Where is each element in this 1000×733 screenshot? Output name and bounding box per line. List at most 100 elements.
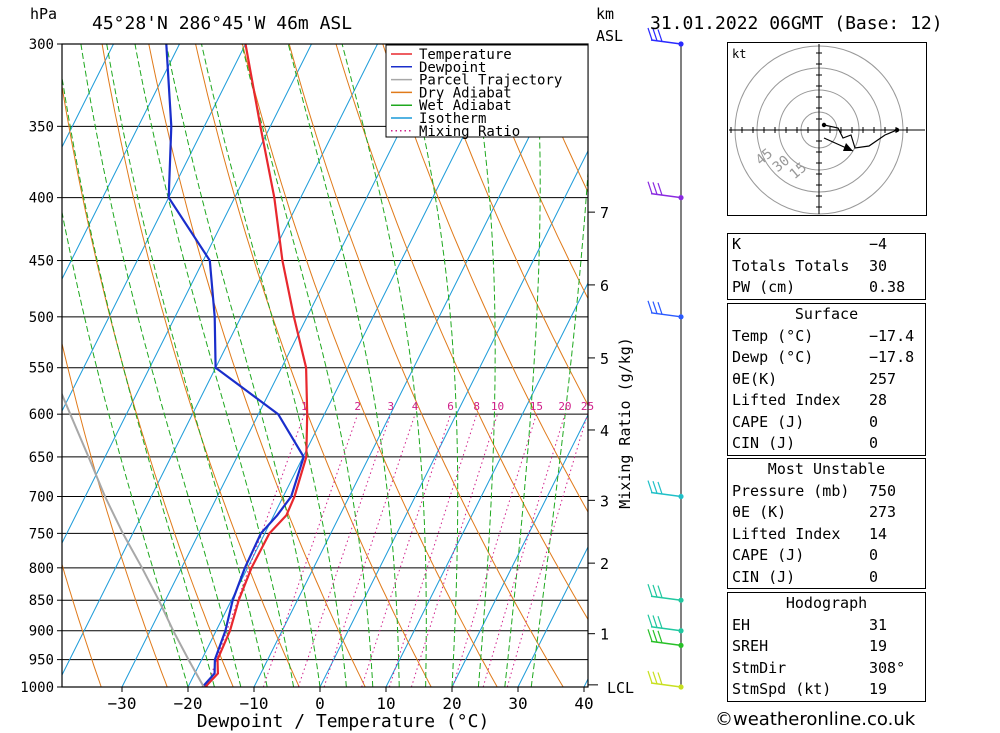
legend-label: Wet Adiabat <box>419 98 512 114</box>
wind-barb-flag <box>657 672 663 685</box>
pressure-tick-label: 400 <box>29 191 54 207</box>
temp-tick-label: 10 <box>376 694 395 713</box>
parcel-trajectory-profile-line <box>62 392 205 687</box>
dry-adiabat-line <box>335 44 588 621</box>
most-unstable-label: Lifted Index <box>732 524 841 543</box>
legend-label: Mixing Ratio <box>419 124 520 140</box>
mixing-ratio-label: 2 <box>354 400 361 413</box>
surface-label: Lifted Index <box>732 391 841 409</box>
pressure-tick-label: 450 <box>29 254 54 270</box>
isotherm-line <box>319 149 588 687</box>
surface-row: Lifted Index 28 <box>728 390 925 412</box>
wind-barb-dot <box>678 493 684 500</box>
isotherm-line <box>253 44 576 687</box>
dry-adiabat-line <box>62 562 102 687</box>
location-title: 45°28'N 286°45'W 46m ASL <box>92 13 352 34</box>
pressure-tick-label: 750 <box>29 526 54 542</box>
surface-row: CAPE (J) 0 <box>728 412 925 434</box>
legend-box <box>385 44 589 138</box>
most-unstable-value: 0 <box>869 546 879 564</box>
wind-barb-flag <box>647 614 653 627</box>
wet-adiabat-line <box>469 44 496 687</box>
hodograph-index-value: 31 <box>869 615 888 634</box>
wind-barb-flag <box>647 584 653 597</box>
mixing-ratio-line <box>206 414 305 687</box>
wind-barb-dot <box>678 195 684 201</box>
wet-adiabat-line <box>530 165 588 687</box>
wet-adiabat-line <box>341 44 427 687</box>
pressure-tick-label: 300 <box>29 37 54 53</box>
surface-value: 0 <box>869 434 879 452</box>
wind-barb-flag <box>657 29 663 42</box>
wind-barb-flag <box>657 615 663 629</box>
wind-barb-flag <box>657 182 663 196</box>
pressure-tick-label: 350 <box>29 119 54 135</box>
mixing-ratio-axis-label: Mixing Ratio (g/kg) <box>616 337 634 509</box>
surface-row: Temp (°C) −17.4 <box>728 326 925 348</box>
km-tick-label: 4 <box>600 422 609 440</box>
wind-barb-dot <box>678 684 684 690</box>
surface-value: 257 <box>869 369 897 388</box>
wet-adiabat-line <box>134 44 295 687</box>
storm-motion-arrowhead <box>843 143 853 151</box>
dewpoint-profile-line <box>165 44 305 687</box>
pressure-tick-label: 900 <box>29 624 54 640</box>
indices-panel: K −4 Totals Totals 30 PW (cm) 0.38 <box>727 233 926 300</box>
wind-barb-staff <box>650 192 682 199</box>
wet-adiabat-line <box>241 44 374 687</box>
x-axis-label: Dewpoint / Temperature (°C) <box>197 711 490 732</box>
km-tick-label: 2 <box>600 555 609 573</box>
most-unstable-value: 750 <box>869 481 897 500</box>
hodograph-point <box>894 127 900 133</box>
hodograph-index-row: StmSpd (kt) 19 <box>728 679 925 701</box>
isotherm-line <box>121 44 444 687</box>
surface-row: θE(K) 257 <box>728 369 925 391</box>
legend-label: Dewpoint <box>419 60 486 76</box>
hodograph-index-value: 308° <box>869 658 906 677</box>
surface-row: CIN (J) 0 <box>728 433 925 455</box>
hodograph-index-row: StmDir 308° <box>728 658 925 680</box>
most-unstable-label: CAPE (J) <box>732 546 805 564</box>
dry-adiabat-line <box>382 44 588 513</box>
wind-barb-flag <box>652 671 658 684</box>
surface-value: −17.4 <box>869 326 915 345</box>
mixing-ratio-label: 15 <box>530 400 543 413</box>
hodograph-index-row: SREH 19 <box>728 636 925 658</box>
most-unstable-row: CAPE (J) 0 <box>728 545 925 567</box>
dry-adiabat-line <box>195 44 432 687</box>
mixing-ratio-label: 3 <box>387 400 394 413</box>
index-value: 30 <box>869 256 888 275</box>
lcl-label: LCL <box>607 679 634 697</box>
wind-barb-dot <box>678 597 684 603</box>
most-unstable-row: θE (K) 273 <box>728 502 925 524</box>
km-tick-label: 1 <box>600 626 609 644</box>
index-value: 0.38 <box>869 278 906 296</box>
wind-barb-flag <box>647 27 653 41</box>
temp-tick-label: 40 <box>574 694 593 713</box>
km-label: km <box>596 5 614 23</box>
wind-barb-flag <box>652 301 658 314</box>
dry-adiabat-line <box>62 83 234 687</box>
wind-barb-dot <box>678 41 684 47</box>
mixing-ratio-line <box>482 414 566 687</box>
wind-barb-staff <box>650 682 682 688</box>
wind-barb-staff <box>650 312 682 318</box>
pressure-tick-label: 950 <box>29 653 54 669</box>
mixing-ratio-line <box>262 414 359 687</box>
legend-label: Temperature <box>419 47 512 63</box>
dry-adiabat-line <box>288 44 564 687</box>
wet-adiabat-line <box>165 44 321 687</box>
mixing-ratio-line <box>388 414 478 687</box>
isotherm-line <box>62 44 378 677</box>
most-unstable-row: CIN (J) 0 <box>728 567 925 589</box>
hodograph-index-label: EH <box>732 615 751 634</box>
wind-barb-flag <box>652 28 658 41</box>
km-tick-label: 6 <box>600 277 609 295</box>
index-row: Totals Totals 30 <box>728 256 925 278</box>
km-tick-label: 3 <box>600 492 609 510</box>
temperature-profile-line <box>204 44 309 687</box>
hodograph-index-label: StmSpd (kt) <box>732 680 832 698</box>
pressure-tick-label: 1000 <box>20 680 54 696</box>
surface-row: Dewp (°C) −17.8 <box>728 347 925 369</box>
